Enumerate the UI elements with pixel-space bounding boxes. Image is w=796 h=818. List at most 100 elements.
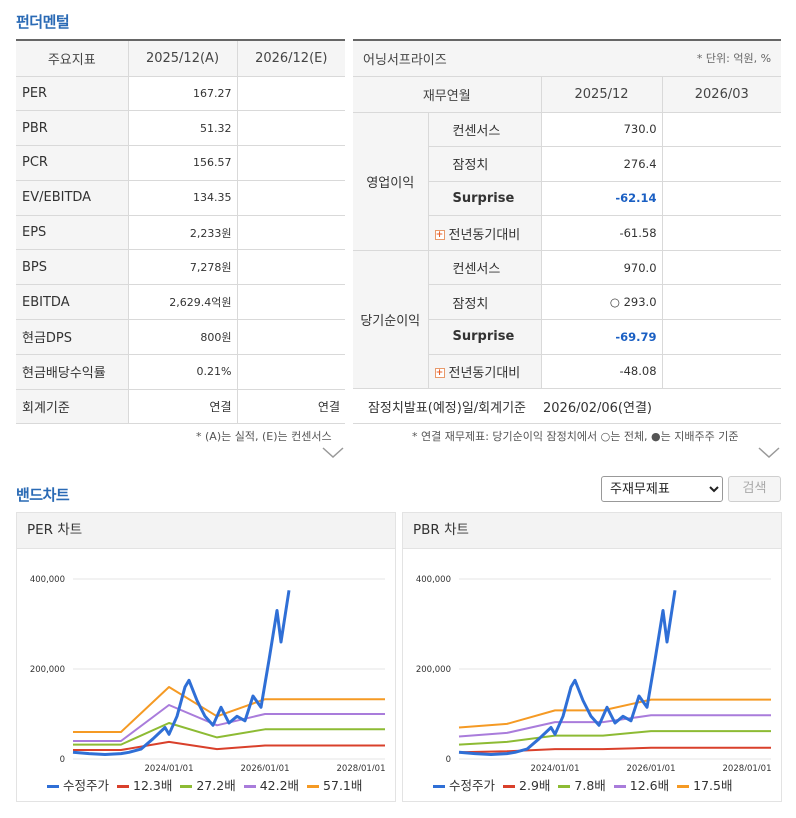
table-row: 잠정치 ○ 293.0 — [353, 284, 782, 321]
legend-item[interactable]: 12.6배 — [613, 778, 670, 793]
row-label: 컨센서스 — [428, 250, 542, 286]
x-tick-label: 2024/01/01 — [145, 764, 194, 771]
row-label-text: 컨센서스 — [452, 262, 501, 278]
value-2025-12: 970.0 — [541, 250, 663, 286]
x-tick-label: 2026/01/01 — [241, 764, 290, 771]
legend-item[interactable]: 12.3배 — [117, 778, 172, 793]
value-estimate — [237, 145, 345, 181]
value-2026-03 — [662, 354, 782, 390]
y-tick-label: 200,000 — [30, 665, 65, 675]
indicator-label: PER — [16, 76, 129, 112]
legend-item[interactable]: 2.9배 — [503, 778, 550, 793]
band-series-line — [73, 722, 385, 746]
value-actual: 156.57 — [128, 145, 238, 181]
legend-item[interactable]: 7.8배 — [558, 778, 606, 793]
chart-title: PER 차트 — [17, 513, 395, 549]
value-actual: 800원 — [128, 319, 238, 355]
value-2025-12: -62.14 — [541, 181, 663, 217]
band-series-line — [458, 698, 771, 729]
legend-swatch — [47, 785, 59, 788]
expand-plus-icon[interactable]: + — [434, 368, 445, 379]
value-2025-12: -48.08 — [541, 354, 663, 390]
value-2025-12: 276.4 — [541, 146, 663, 182]
value-estimate — [237, 180, 345, 216]
value-actual: 51.32 — [128, 110, 238, 147]
value-estimate — [237, 76, 345, 112]
value-2026-03 — [662, 250, 782, 286]
band-series-line — [458, 730, 771, 746]
indicator-label: EBITDA — [16, 284, 129, 321]
legend-label: 42.2배 — [259, 778, 300, 793]
indicator-label: EPS — [16, 215, 129, 251]
band-series-line — [73, 704, 385, 742]
legend-item[interactable]: 27.2배 — [180, 778, 236, 793]
fundamental-note: * (A)는 실적, (E)는 컨센서스 — [196, 430, 332, 443]
earnings-title: 어닝서프라이즈 — [353, 40, 663, 77]
legend-label: 2.9배 — [519, 778, 551, 793]
earnings-note: * 연결 재무제표: 당기순이익 잠정치에서 ○는 전체, ●는 지배주주 기준 — [412, 430, 739, 443]
legend-swatch — [558, 785, 571, 788]
y-tick-label: 0 — [446, 755, 451, 765]
row-label: 잠정치 — [428, 146, 542, 182]
group-label: 당기순이익 — [353, 250, 429, 390]
value-estimate — [237, 249, 345, 286]
legend-swatch — [307, 785, 320, 788]
x-tick-label: 2028/01/01 — [723, 764, 772, 771]
table-row: PER 167.27 — [16, 76, 345, 112]
y-tick-label: 400,000 — [416, 575, 451, 585]
value-2026-03 — [662, 181, 782, 217]
legend-swatch — [180, 785, 193, 788]
table-row: BPS 7,278원 — [16, 249, 345, 286]
row-label-text: Surprise — [452, 329, 515, 345]
legend-label: 12.6배 — [629, 778, 670, 793]
row-label: 잠정치 — [428, 284, 542, 321]
value-2026-03 — [662, 215, 782, 251]
chart-legend: 수정주가 2.9배 7.8배 12.6배 17.5배 — [433, 775, 740, 794]
legend-item[interactable]: 수정주가 — [433, 778, 495, 793]
band-series-line — [73, 686, 385, 733]
legend-swatch — [613, 785, 626, 788]
table-row: Surprise -69.79 — [353, 319, 782, 355]
indicator-label: BPS — [16, 249, 129, 286]
value-actual: 0.21% — [128, 354, 238, 390]
value-actual: 167.27 — [128, 76, 238, 112]
statement-select[interactable]: 주재무제표 — [601, 476, 723, 502]
header-2026-03: 2026/03 — [662, 76, 782, 113]
legend-label: 수정주가 — [63, 778, 110, 793]
value-2026-03 — [662, 284, 782, 321]
pbr-chart-panel: PBR 차트 400,000 200,000 0 2024/01/01 2026/01/… — [402, 512, 782, 802]
per-chart: 400,000 200,000 0 2024/01/01 2026/01/01 2028/… — [30, 575, 386, 771]
legend-swatch — [677, 785, 690, 788]
row-label-text: Surprise — [452, 190, 515, 206]
value-2026-03 — [662, 146, 782, 182]
table-row: EBITDA 2,629.4억원 — [16, 284, 345, 321]
legend-item[interactable]: 17.5배 — [677, 778, 732, 793]
table-row: PBR 51.32 — [16, 110, 345, 147]
chevron-down-icon[interactable] — [322, 447, 344, 459]
x-tick-label: 2026/01/01 — [627, 764, 676, 771]
legend-item[interactable]: 57.1배 — [307, 778, 362, 793]
band-series-line — [458, 714, 771, 738]
row-label: Surprise — [428, 319, 542, 355]
row-label-text: 잠정치 — [452, 158, 489, 174]
legend-item[interactable]: 수정주가 — [47, 778, 109, 793]
header-period: 재무연월 — [353, 76, 542, 113]
row-label: Surprise — [428, 181, 542, 217]
row-label-text: 잠정치 — [452, 296, 489, 312]
indicator-label: 회계기준 — [16, 389, 129, 425]
price-series-line — [72, 590, 291, 756]
indicator-label: 현금배당수익률 — [16, 354, 129, 390]
chevron-down-icon[interactable] — [758, 447, 780, 459]
value-estimate: 연결 — [237, 389, 345, 425]
value-estimate — [237, 319, 345, 355]
value-estimate — [237, 354, 345, 390]
section-title-band: 밴드차트 — [16, 486, 70, 504]
value-2025-12: -61.58 — [541, 215, 663, 251]
legend-item[interactable]: 42.2배 — [243, 778, 300, 793]
table-row: 잠정치 276.4 — [353, 146, 782, 182]
search-button[interactable]: 검색 — [728, 476, 781, 502]
indicator-label: EV/EBITDA — [16, 180, 129, 216]
expand-plus-icon[interactable]: + — [434, 230, 445, 241]
table-row: 현금배당수익률 0.21% — [16, 354, 345, 390]
pbr-chart: 400,000 200,000 0 2024/01/01 2026/01/01 2028/… — [416, 575, 772, 771]
